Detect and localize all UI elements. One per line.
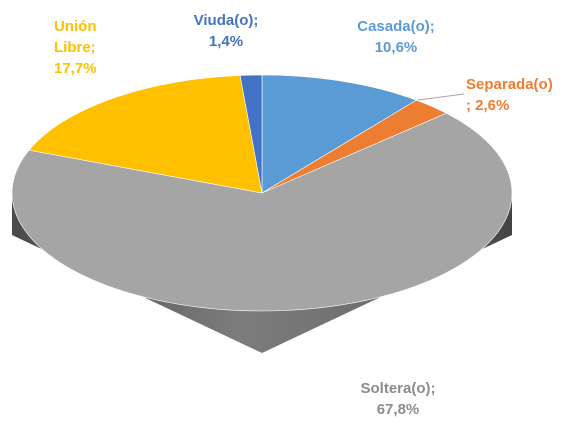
data-label: Unión Libre; 17,7% — [54, 16, 114, 79]
category-label: Separada(o) — [466, 76, 553, 93]
value-label: 1,4% — [208, 33, 244, 50]
slice — [261, 74, 418, 194]
category-label: Viuda(o); — [193, 12, 259, 29]
category-label: Unión Libre; — [54, 18, 97, 56]
slice-side — [12, 193, 512, 353]
value-label: ; 2,6% — [466, 97, 510, 114]
category-label: Casada(o); — [357, 18, 435, 35]
value-label: 10,6% — [374, 39, 418, 56]
slice — [239, 74, 263, 194]
pie-tops — [11, 74, 513, 312]
data-label: Viuda(o); 1,4% — [156, 10, 296, 52]
slice-side-shade — [12, 193, 512, 353]
category-label: Soltera(o); — [360, 380, 436, 397]
value-label: 67,8% — [376, 401, 420, 418]
pie-sides — [12, 193, 512, 353]
data-label: Separada(o) ; 2,6% — [466, 74, 587, 116]
value-label: 17,7% — [54, 60, 97, 77]
slice — [11, 112, 513, 312]
slice — [28, 75, 263, 194]
data-label: Casada(o); 10,6% — [326, 16, 466, 58]
data-label: Soltera(o); 67,8% — [328, 378, 468, 420]
slice — [261, 99, 447, 194]
leader-line — [417, 93, 465, 101]
